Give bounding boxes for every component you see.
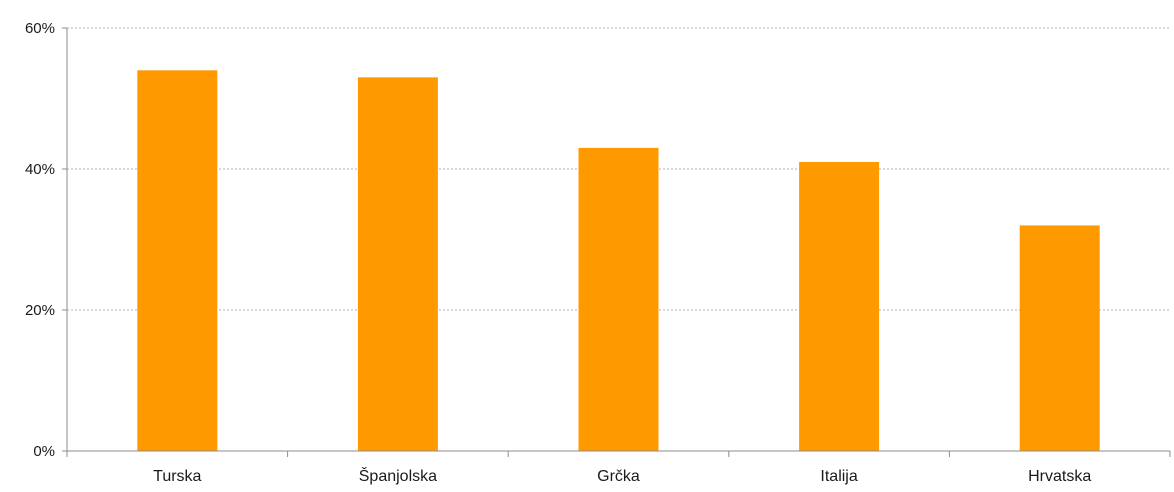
x-tick-label: Turska	[153, 468, 201, 485]
y-tick-label: 60%	[25, 20, 55, 37]
x-tick-label: Španjolska	[359, 466, 437, 485]
bar-grčka	[578, 147, 659, 451]
y-tick-labels: 0% 20% 40% 60%	[25, 20, 55, 460]
bar-turska	[137, 70, 218, 452]
x-tick-label: Grčka	[597, 468, 640, 485]
bars	[137, 70, 1100, 452]
y-tick-label: 0%	[33, 443, 55, 460]
bar-hrvatska	[1019, 225, 1100, 451]
x-tick-label: Hrvatska	[1028, 468, 1091, 485]
y-tick-label: 40%	[25, 161, 55, 178]
x-tick-labels: Turska Španjolska Grčka Italija Hrvatska	[153, 466, 1091, 485]
x-tick-label: Italija	[820, 468, 857, 485]
axes	[62, 27, 1171, 457]
bar-italija	[799, 161, 880, 451]
y-tick-label: 20%	[25, 302, 55, 319]
bar-španjolska	[357, 77, 438, 451]
